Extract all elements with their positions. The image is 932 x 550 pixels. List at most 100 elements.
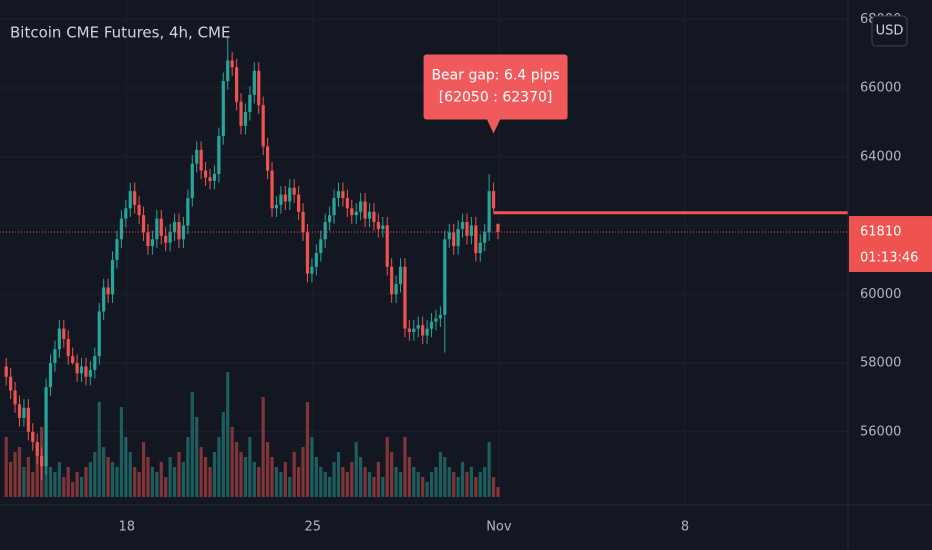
- volume-bar: [177, 452, 181, 497]
- candle-body: [403, 266, 407, 329]
- volume-bar: [425, 482, 429, 497]
- volume-bar: [97, 402, 101, 497]
- volume-bar: [53, 472, 57, 497]
- volume-bar: [376, 462, 380, 497]
- candle-body: [9, 376, 13, 391]
- volume-bar: [469, 467, 474, 497]
- candle-body: [252, 70, 256, 95]
- currency-button[interactable]: [871, 15, 908, 47]
- candle-body: [416, 325, 420, 329]
- candle-body: [84, 366, 88, 377]
- volume-bar: [390, 452, 394, 497]
- candle-body: [425, 328, 429, 336]
- candle-body: [124, 208, 128, 219]
- volume-bar: [297, 467, 301, 497]
- candle-body: [456, 228, 460, 247]
- volume-bar: [266, 442, 270, 497]
- volume-bar: [239, 452, 243, 497]
- candle-body: [4, 366, 8, 377]
- volume-bar: [141, 442, 146, 497]
- candle-body: [381, 225, 385, 229]
- candle-body: [421, 325, 425, 336]
- volume-bar: [181, 462, 186, 497]
- volume-bar: [447, 467, 451, 497]
- candle-body: [26, 407, 30, 432]
- volume-bar: [381, 477, 385, 497]
- candle-body: [407, 328, 411, 333]
- volume-bar: [301, 447, 305, 497]
- volume-bar: [292, 452, 296, 497]
- candle-body: [44, 387, 48, 467]
- volume-bar: [230, 427, 234, 497]
- candle-body: [412, 328, 416, 333]
- volume-bar: [203, 457, 208, 497]
- candle-body: [336, 191, 341, 199]
- candle-body: [168, 232, 172, 243]
- volume-bar: [372, 477, 376, 497]
- last-price-box: [849, 216, 932, 273]
- candle-body: [261, 105, 265, 147]
- y-tick-label: 56000: [860, 424, 901, 439]
- candle-body: [328, 215, 332, 223]
- volume-bar: [62, 477, 66, 497]
- volume-bar: [13, 452, 17, 497]
- volume-bar: [478, 472, 482, 497]
- volume-bar: [155, 472, 159, 497]
- currency-label[interactable]: USD: [876, 24, 904, 39]
- volume-bar: [314, 457, 318, 497]
- volume-bar: [332, 462, 336, 497]
- y-tick-label: 64000: [860, 149, 901, 164]
- volume-bar: [106, 457, 110, 497]
- overlay-layer: Bear gap: 6.4 pips [62050 : 62370]: [0, 54, 848, 233]
- volume-bar: [17, 447, 22, 497]
- volume-bar: [460, 462, 465, 497]
- candle-body: [363, 201, 367, 219]
- volume-bar: [133, 467, 137, 497]
- candle-body: [483, 232, 487, 243]
- candle-body: [394, 283, 398, 295]
- volume-bar: [195, 417, 199, 497]
- candle-body: [270, 170, 274, 209]
- candle-body: [398, 266, 403, 284]
- candle-body: [491, 191, 496, 209]
- candle-body: [350, 208, 354, 216]
- volume-bar: [44, 457, 48, 497]
- volume-bar: [491, 477, 496, 497]
- candle-layer: [4, 36, 500, 480]
- volume-bar: [93, 452, 97, 497]
- volume-bar: [398, 472, 403, 497]
- last-price-label: 61810: [860, 225, 901, 240]
- candle-body: [93, 356, 97, 370]
- volume-bar: [75, 472, 79, 497]
- volume-bar: [283, 462, 287, 497]
- candle-body: [164, 235, 168, 243]
- candle-body: [110, 259, 115, 295]
- candle-body: [314, 253, 318, 267]
- candle-body: [79, 366, 84, 374]
- candle-body: [212, 173, 217, 181]
- gap-tooltip-pointer: [486, 118, 501, 134]
- volume-bar: [434, 467, 438, 497]
- candle-body: [274, 204, 279, 209]
- volume-bar: [496, 487, 500, 497]
- volume-bar: [26, 457, 30, 497]
- volume-bar: [119, 407, 123, 497]
- countdown-label: 01:13:46: [860, 251, 918, 266]
- volume-bar: [84, 467, 88, 497]
- candle-body: [106, 287, 110, 295]
- volume-bar: [79, 477, 84, 497]
- volume-bar: [270, 457, 274, 497]
- candle-body: [305, 232, 310, 274]
- candle-body: [31, 431, 35, 443]
- volume-bar: [31, 472, 35, 497]
- volume-bar: [394, 467, 398, 497]
- volume-bar: [128, 452, 132, 497]
- candle-body: [390, 266, 394, 295]
- candle-body: [279, 194, 283, 205]
- x-tick-label: 25: [305, 520, 322, 535]
- candle-body: [53, 349, 57, 364]
- candle-body: [496, 223, 500, 233]
- volume-bar: [403, 437, 407, 497]
- candle-body: [203, 170, 208, 178]
